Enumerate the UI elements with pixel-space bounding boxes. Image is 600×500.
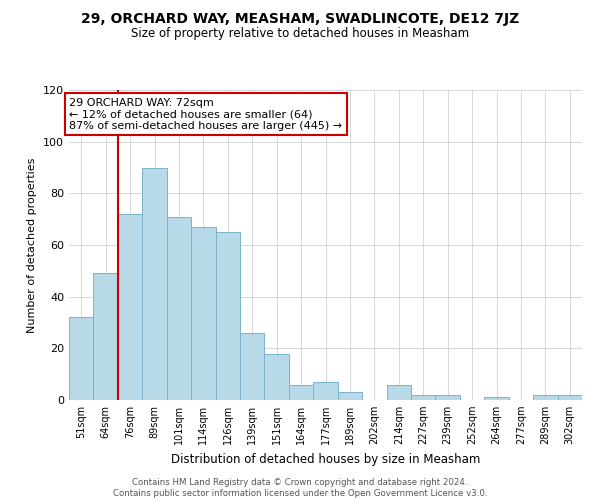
Bar (411, 395, 436, 400)
Text: 29, ORCHARD WAY, MEASHAM, SWADLINCOTE, DE12 7JZ: 29, ORCHARD WAY, MEASHAM, SWADLINCOTE, D… (81, 12, 519, 26)
Bar (94, 274, 118, 400)
Bar (313, 382, 338, 400)
Bar (142, 168, 167, 400)
Bar (118, 214, 142, 400)
Text: Contains HM Land Registry data © Crown copyright and database right 2024.
Contai: Contains HM Land Registry data © Crown c… (113, 478, 487, 498)
X-axis label: Distribution of detached houses by size in Measham: Distribution of detached houses by size … (171, 452, 480, 466)
Text: 29 ORCHARD WAY: 72sqm
← 12% of detached houses are smaller (64)
87% of semi-deta: 29 ORCHARD WAY: 72sqm ← 12% of detached … (70, 98, 343, 131)
Bar (69, 318, 94, 400)
Bar (338, 392, 362, 400)
Bar (215, 232, 240, 400)
Bar (265, 354, 289, 400)
Bar (386, 384, 411, 400)
Bar (557, 395, 582, 400)
Bar (289, 384, 313, 400)
Bar (167, 216, 191, 400)
Bar (533, 395, 557, 400)
Bar (240, 333, 265, 400)
Y-axis label: Number of detached properties: Number of detached properties (28, 158, 37, 332)
Bar (484, 398, 509, 400)
Bar (191, 227, 215, 400)
Text: Size of property relative to detached houses in Measham: Size of property relative to detached ho… (131, 28, 469, 40)
Bar (436, 395, 460, 400)
